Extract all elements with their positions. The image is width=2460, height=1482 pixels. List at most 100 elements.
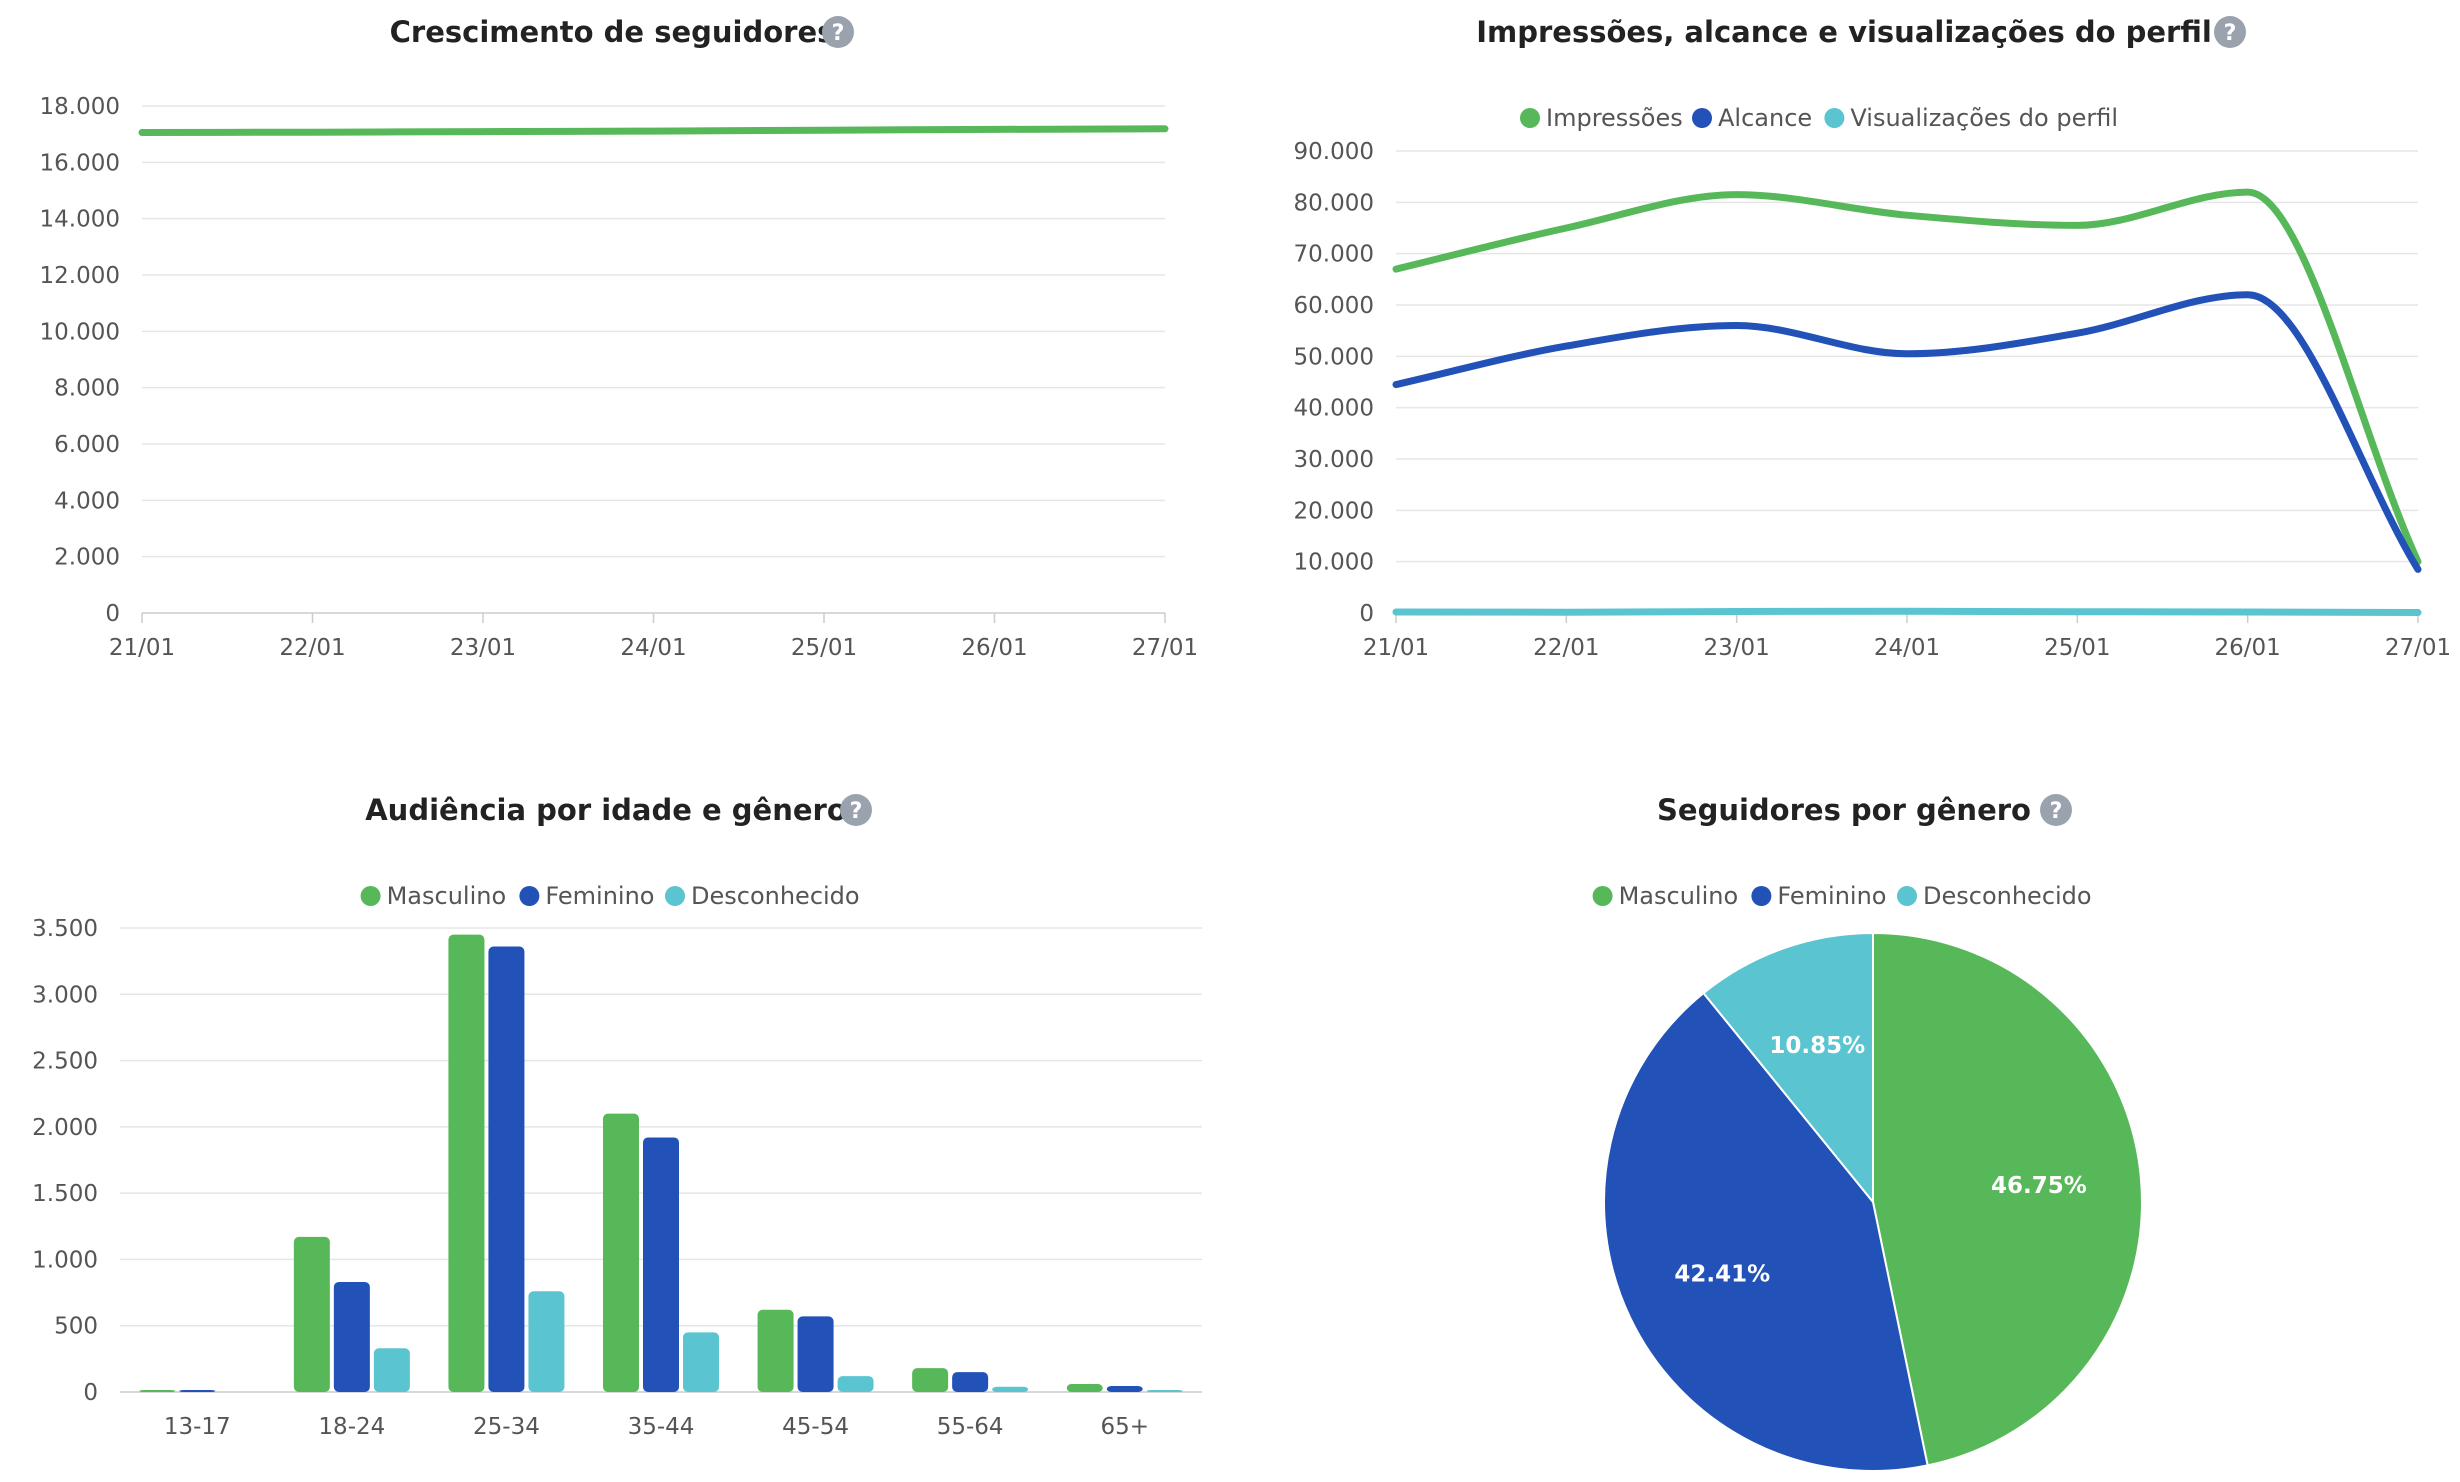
bar [837, 1376, 874, 1392]
pie-slice [1702, 931, 1874, 1205]
impressions-reach-chart: Impressões, alcance e visualizações do p… [1294, 15, 2452, 661]
x-tick-label: 13-17 [164, 1414, 231, 1440]
chart-title: Crescimento de seguidores [390, 15, 835, 49]
x-tick-label: 23/01 [450, 635, 516, 661]
legend-label: Desconhecido [691, 882, 860, 910]
bar [952, 1372, 989, 1392]
legend-label: Masculino [1619, 882, 1739, 910]
x-tick-label: 21/01 [1363, 635, 1429, 661]
svg-text:?: ? [2050, 799, 2063, 824]
legend-label: Feminino [1777, 882, 1886, 910]
x-tick-label: 26/01 [2215, 635, 2281, 661]
help-icon[interactable]: ? [840, 794, 872, 826]
bar [912, 1368, 949, 1392]
bar [643, 1137, 679, 1392]
x-tick-label: 27/01 [2385, 635, 2451, 661]
legend-marker [360, 886, 381, 906]
slice-label: 10.85% [1769, 1033, 1865, 1059]
chart-title: Audiência por idade e gênero [365, 793, 847, 827]
pie-slice [1603, 991, 1929, 1472]
x-tick-label: 26/01 [961, 635, 1027, 661]
help-icon[interactable]: ? [822, 16, 854, 48]
bar [293, 1236, 330, 1392]
bar [488, 946, 525, 1392]
series-line [1392, 607, 2422, 616]
y-tick-label: 2.000 [54, 545, 120, 571]
y-tick-label: 0 [83, 1380, 98, 1406]
y-tick-label: 0 [1359, 601, 1374, 627]
chart-title: Seguidores por gênero [1657, 793, 2031, 827]
legend-marker [519, 886, 540, 906]
y-tick-label: 90.000 [1294, 139, 1374, 165]
y-tick-label: 4.000 [54, 488, 120, 514]
legend: Impressões Alcance Visualizações do perfil [1520, 104, 2118, 132]
y-tick-label: 40.000 [1294, 396, 1374, 422]
bar [757, 1309, 794, 1392]
help-icon[interactable]: ? [2040, 794, 2072, 826]
x-tick-label: 21/01 [109, 635, 175, 661]
legend-marker [1751, 886, 1772, 906]
legend-marker [1897, 886, 1917, 906]
x-tick-label: 27/01 [1132, 635, 1198, 661]
y-tick-label: 18.000 [40, 94, 120, 120]
bar [333, 1281, 370, 1392]
y-tick-label: 8.000 [54, 376, 120, 402]
bar [139, 1390, 176, 1392]
legend-label: Masculino [387, 882, 507, 910]
svg-text:?: ? [2224, 21, 2237, 46]
y-tick-label: 10.000 [40, 319, 120, 345]
y-tick-label: 500 [54, 1314, 98, 1340]
legend-label: Alcance [1718, 104, 1812, 132]
slice-label: 46.75% [1991, 1173, 2087, 1199]
legend: Masculino Feminino Desconhecido [360, 882, 860, 910]
audience-age-gender-chart: Audiência por idade e gênero ? Masculino… [32, 793, 1202, 1440]
x-tick-label: 22/01 [279, 635, 345, 661]
series-line [138, 125, 1169, 136]
bar [528, 1291, 565, 1392]
bar [797, 1316, 834, 1392]
legend-label: Visualizações do perfil [1850, 104, 2118, 132]
x-tick-label: 24/01 [1874, 635, 1940, 661]
bar [683, 1332, 719, 1392]
chart-title: Impressões, alcance e visualizações do p… [1476, 15, 2212, 49]
series-line [1392, 188, 2422, 566]
y-tick-label: 3.000 [32, 982, 98, 1008]
x-tick-label: 35-44 [628, 1414, 695, 1440]
legend-label: Impressões [1546, 104, 1683, 132]
svg-text:?: ? [832, 21, 845, 46]
followers-growth-chart: Crescimento de seguidores ? 18.000 16.000… [40, 15, 1199, 661]
legend-marker [1520, 108, 1540, 128]
y-tick-label: 30.000 [1294, 447, 1374, 473]
legend-marker [1692, 108, 1712, 128]
x-tick-label: 45-54 [782, 1414, 849, 1440]
x-tick-label: 25/01 [2044, 635, 2110, 661]
legend-marker [1824, 108, 1845, 128]
y-tick-label: 0 [105, 601, 120, 627]
series-line [1392, 291, 2422, 573]
bar [1146, 1390, 1183, 1392]
plot-area: 90.000 80.000 70.000 60.000 50.000 40.000 30.0… [1294, 139, 2452, 661]
bar [603, 1113, 639, 1392]
y-tick-label: 6.000 [54, 432, 120, 458]
x-tick-label: 22/01 [1533, 635, 1599, 661]
x-tick-label: 55-64 [937, 1414, 1004, 1440]
x-tick-label: 18-24 [318, 1414, 385, 1440]
help-icon[interactable]: ? [2214, 16, 2246, 48]
slice-label: 42.41% [1674, 1262, 1770, 1288]
x-tick-label: 25/01 [791, 635, 857, 661]
svg-text:?: ? [850, 799, 863, 824]
plot-area: 46.75% 42.41% 10.85% [1603, 931, 2143, 1472]
x-tick-label: 24/01 [620, 635, 686, 661]
y-tick-label: 2.000 [32, 1115, 98, 1141]
followers-gender-chart: Seguidores por gênero ? Masculino Feminin… [1592, 793, 2143, 1472]
bar [373, 1348, 410, 1392]
y-tick-label: 1.500 [32, 1181, 98, 1207]
x-tick-label: 23/01 [1704, 635, 1770, 661]
legend-marker [665, 886, 685, 906]
y-tick-label: 1.000 [32, 1247, 98, 1273]
y-tick-label: 80.000 [1294, 190, 1374, 216]
legend-label: Feminino [545, 882, 654, 910]
x-tick-label: 65+ [1100, 1414, 1149, 1440]
y-tick-label: 3.500 [32, 916, 98, 942]
bar [1106, 1386, 1143, 1392]
